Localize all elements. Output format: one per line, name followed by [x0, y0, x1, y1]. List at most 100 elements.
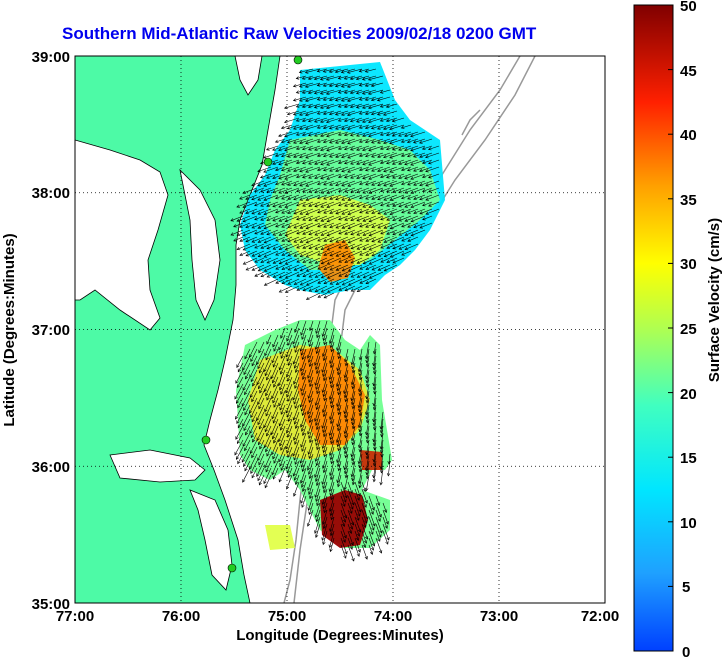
current-vector-head: [401, 224, 405, 228]
current-vector-head: [369, 551, 374, 555]
current-vector-head: [258, 425, 262, 430]
current-vector: [316, 453, 321, 466]
current-vector: [275, 208, 286, 213]
current-vector: [340, 509, 346, 523]
current-vector: [265, 439, 272, 452]
current-vector: [265, 404, 272, 417]
current-vector-head: [293, 345, 297, 349]
current-vector: [293, 390, 300, 405]
current-vector-head: [315, 462, 319, 467]
y-tick-label: 36:00: [32, 459, 70, 476]
current-vector-head: [341, 183, 345, 187]
current-vector-head: [306, 523, 311, 527]
current-vector-head: [280, 391, 284, 395]
current-vector: [257, 166, 272, 172]
current-vector-head: [264, 428, 268, 433]
current-vector: [366, 446, 370, 459]
current-vector: [281, 180, 293, 186]
current-vector-head: [284, 190, 288, 194]
current-vector: [368, 75, 384, 81]
current-vector: [351, 383, 356, 401]
current-vector-head: [315, 498, 319, 503]
current-vector: [365, 180, 377, 186]
current-vector: [272, 229, 286, 236]
current-vector: [392, 117, 405, 122]
current-vector-head: [316, 502, 320, 507]
current-vector-head: [281, 238, 285, 242]
current-vector: [383, 138, 398, 144]
current-vector: [245, 222, 258, 228]
current-vector-head: [301, 104, 306, 108]
current-vector-head: [337, 483, 341, 488]
current-vector: [278, 159, 293, 165]
current-vector: [359, 96, 370, 100]
x-tick-label: 73:00: [480, 608, 518, 625]
current-vector: [323, 96, 335, 101]
current-vector: [398, 131, 412, 137]
current-vector-head: [300, 372, 305, 376]
current-vector: [371, 82, 384, 87]
current-vector-head: [308, 203, 312, 207]
current-vector: [428, 159, 440, 164]
current-vector: [287, 369, 293, 382]
current-vector-head: [372, 522, 376, 527]
current-vector: [386, 201, 398, 207]
current-vector-head: [264, 372, 268, 377]
current-vector-head: [320, 275, 325, 279]
current-vector: [302, 404, 307, 416]
current-vector-head: [371, 225, 375, 229]
current-vector: [361, 523, 368, 540]
current-vector-head: [365, 224, 369, 228]
current-vector: [358, 432, 363, 448]
current-vector: [368, 89, 384, 95]
current-vector: [344, 271, 356, 277]
current-vector: [374, 362, 377, 374]
current-vector: [344, 460, 349, 474]
current-vector: [287, 194, 300, 200]
current-vector: [323, 425, 328, 437]
current-vector-head: [358, 428, 362, 433]
current-vector: [308, 460, 314, 475]
current-vector: [323, 82, 335, 87]
current-vector: [404, 131, 419, 137]
current-vector-head: [322, 413, 327, 418]
current-vector-head: [362, 488, 367, 492]
current-vector-head: [410, 219, 415, 223]
current-vector-head: [377, 154, 381, 158]
current-vector-head: [305, 254, 310, 258]
current-vector: [300, 467, 307, 484]
current-vector-head: [326, 289, 331, 293]
current-vector-head: [263, 197, 267, 201]
current-vector-head: [278, 289, 283, 293]
current-vector-head: [410, 176, 414, 180]
current-vector: [265, 460, 272, 473]
current-vector-head: [346, 70, 351, 74]
current-vector-head: [279, 351, 283, 355]
current-vector-head: [365, 154, 369, 158]
current-vector-head: [295, 104, 300, 108]
current-vector-head: [322, 541, 326, 546]
current-vector: [342, 250, 356, 257]
current-vector: [316, 495, 321, 506]
current-vector: [407, 236, 419, 242]
current-vector-head: [344, 161, 348, 165]
current-vector: [287, 250, 300, 257]
current-vector: [273, 355, 279, 368]
current-vector-head: [356, 288, 361, 292]
current-vector: [317, 68, 328, 72]
current-vector: [362, 159, 377, 165]
current-vector-head: [371, 253, 376, 257]
current-vector: [299, 222, 314, 229]
current-vector-head: [337, 411, 341, 416]
current-vector-head: [351, 441, 355, 446]
current-vector-head: [350, 161, 354, 165]
current-vector-head: [380, 231, 384, 235]
current-vector: [386, 229, 398, 235]
current-vector-head: [263, 444, 267, 449]
current-vector: [254, 257, 265, 263]
current-vector: [256, 425, 265, 441]
current-vector: [258, 453, 265, 465]
current-vector: [419, 138, 433, 144]
current-vector-head: [294, 425, 299, 429]
current-vector-head: [351, 501, 355, 506]
